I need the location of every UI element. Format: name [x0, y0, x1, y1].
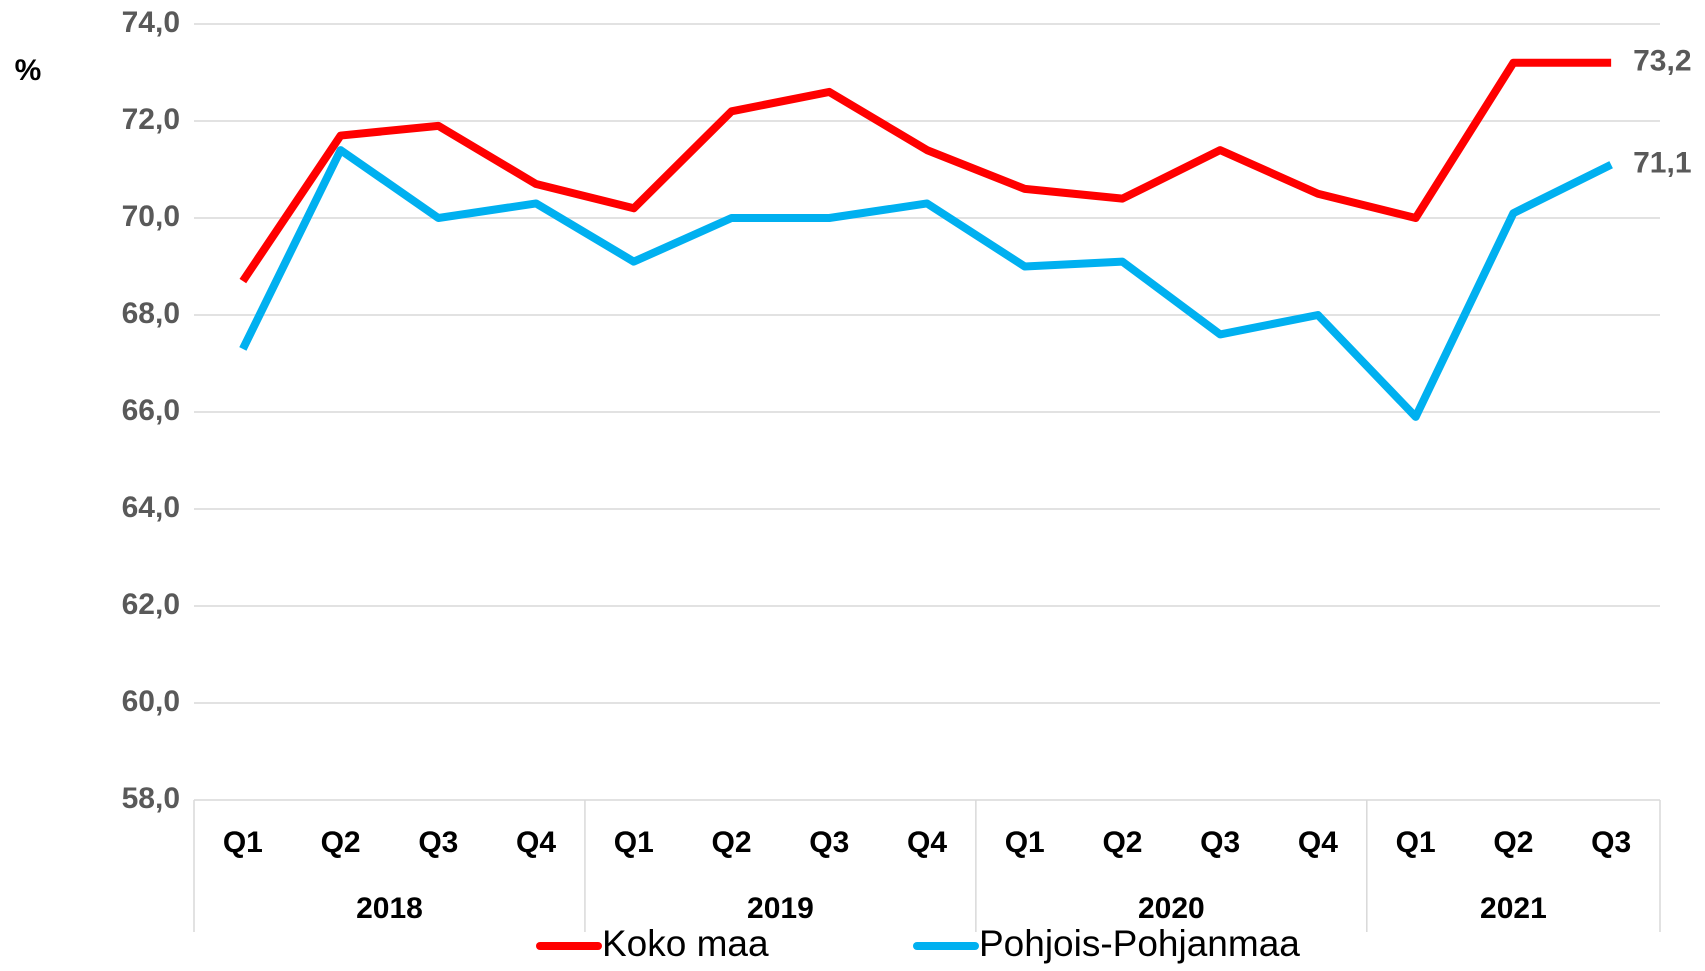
line: [239, 58, 1612, 284]
line: [239, 146, 1613, 421]
y-tick-label: 58,0: [122, 782, 180, 815]
x-tick-label: Q2: [712, 826, 752, 859]
y-axis-label: %: [15, 54, 42, 87]
legend-label: Koko maa: [602, 923, 769, 964]
group-label: 2019: [747, 892, 814, 925]
x-tick-label: Q1: [223, 826, 263, 859]
x-tick-label: Q2: [321, 826, 361, 859]
group-label: 2020: [1138, 892, 1205, 925]
y-tick-label: 60,0: [122, 685, 180, 718]
y-tick-label: 72,0: [122, 103, 180, 136]
x-tick-label: Q3: [1200, 826, 1240, 859]
x-tick-label: Q3: [418, 826, 458, 859]
data-label: 73,2: [1633, 45, 1691, 78]
x-tick-label: Q2: [1102, 826, 1142, 859]
x-tick-label: Q1: [1396, 826, 1436, 859]
y-tick-label: 64,0: [122, 491, 180, 524]
x-tick-label: Q1: [614, 826, 654, 859]
y-tick-label: 66,0: [122, 394, 180, 427]
y-tick-label: 70,0: [122, 200, 180, 233]
legend-label: Pohjois-Pohjanmaa: [979, 923, 1300, 964]
x-tick-label: Q4: [516, 826, 556, 859]
group-label: 2018: [356, 892, 423, 925]
x-tick-label: Q4: [1298, 826, 1338, 859]
x-tick-label: Q2: [1493, 826, 1533, 859]
x-tick-label: Q3: [809, 826, 849, 859]
y-tick-label: 68,0: [122, 297, 180, 330]
x-tick-label: Q3: [1591, 826, 1631, 859]
group-label: 2021: [1480, 892, 1547, 925]
x-tick-label: Q4: [907, 826, 947, 859]
y-tick-label: 62,0: [122, 588, 180, 621]
data-label: 71,1: [1633, 147, 1691, 180]
y-tick-label: 74,0: [122, 6, 180, 39]
x-tick-label: Q1: [1005, 826, 1045, 859]
